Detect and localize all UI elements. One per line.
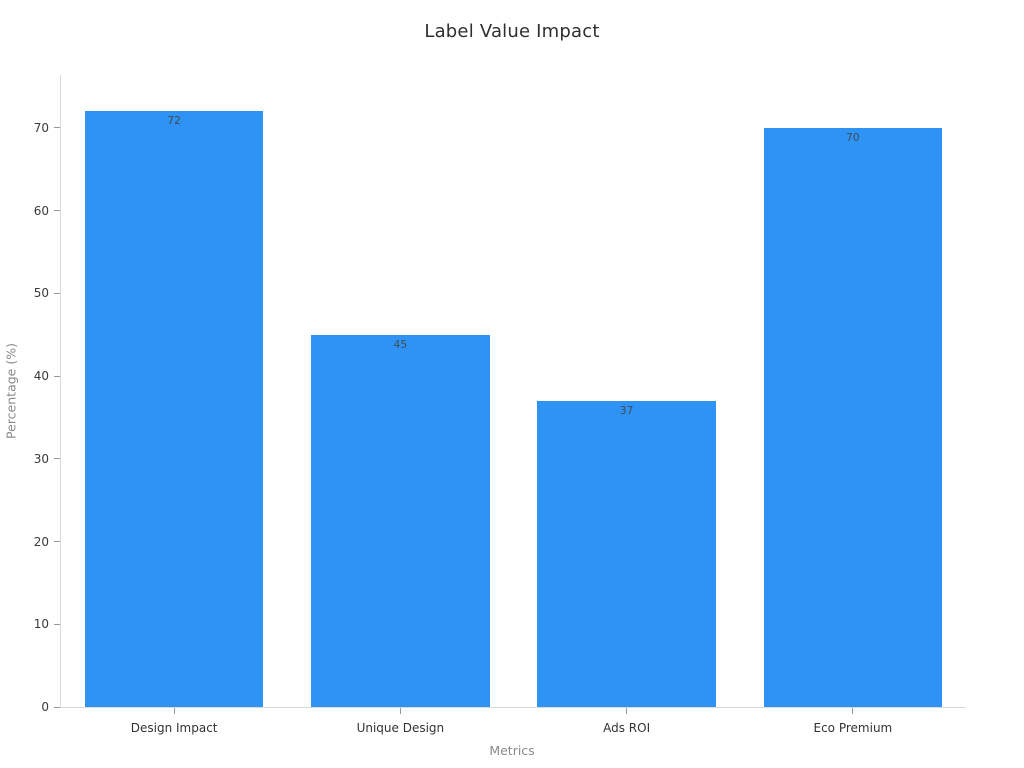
y-axis-title: Percentage (%) — [3, 343, 19, 439]
y-tick-mark — [54, 623, 60, 625]
y-tick-mark — [54, 458, 60, 460]
y-tick-mark — [54, 541, 60, 543]
y-tick-mark — [54, 210, 60, 212]
y-tick-label: 20 — [33, 534, 49, 549]
bar-ads-roi: 37 — [537, 400, 716, 707]
x-tick-label-ads-roi: Ads ROI — [603, 721, 651, 735]
x-tick-mark — [173, 708, 175, 714]
x-axis-title: Metrics — [489, 743, 535, 758]
y-tick-label: 30 — [33, 451, 49, 466]
y-tick-mark — [54, 706, 60, 708]
x-tick-label-unique-design: Unique Design — [356, 721, 445, 735]
y-tick-label: 50 — [33, 286, 49, 301]
x-tick-mark — [852, 708, 854, 714]
bar-unique-design: 45 — [311, 334, 490, 707]
bar-value-label: 70 — [846, 131, 860, 144]
y-tick-label: 70 — [33, 120, 49, 135]
bar-design-impact: 72 — [84, 111, 264, 707]
y-tick-mark — [54, 375, 60, 377]
y-tick-label: 10 — [33, 617, 49, 632]
x-tick-label-design-impact: Design Impact — [130, 721, 218, 735]
y-tick-mark — [54, 292, 60, 294]
chart-title: Label Value Impact — [424, 21, 600, 42]
x-tick-mark — [626, 708, 628, 714]
x-tick-label-eco-premium: Eco Premium — [813, 721, 893, 735]
y-tick-label: 40 — [33, 369, 49, 384]
bar-value-label: 37 — [619, 404, 634, 417]
y-tick-label: 60 — [33, 203, 49, 218]
plot-area: 0 10 20 30 40 50 60 70 72 Design Impact 45 Unique D… — [34, 75, 966, 735]
bar-eco-premium: 70 — [763, 127, 943, 707]
bar-value-label: 72 — [167, 115, 181, 128]
x-tick-mark — [399, 708, 401, 714]
bar-value-label: 45 — [393, 338, 408, 351]
y-tick-mark — [54, 127, 60, 129]
y-tick-label: 0 — [41, 700, 49, 714]
